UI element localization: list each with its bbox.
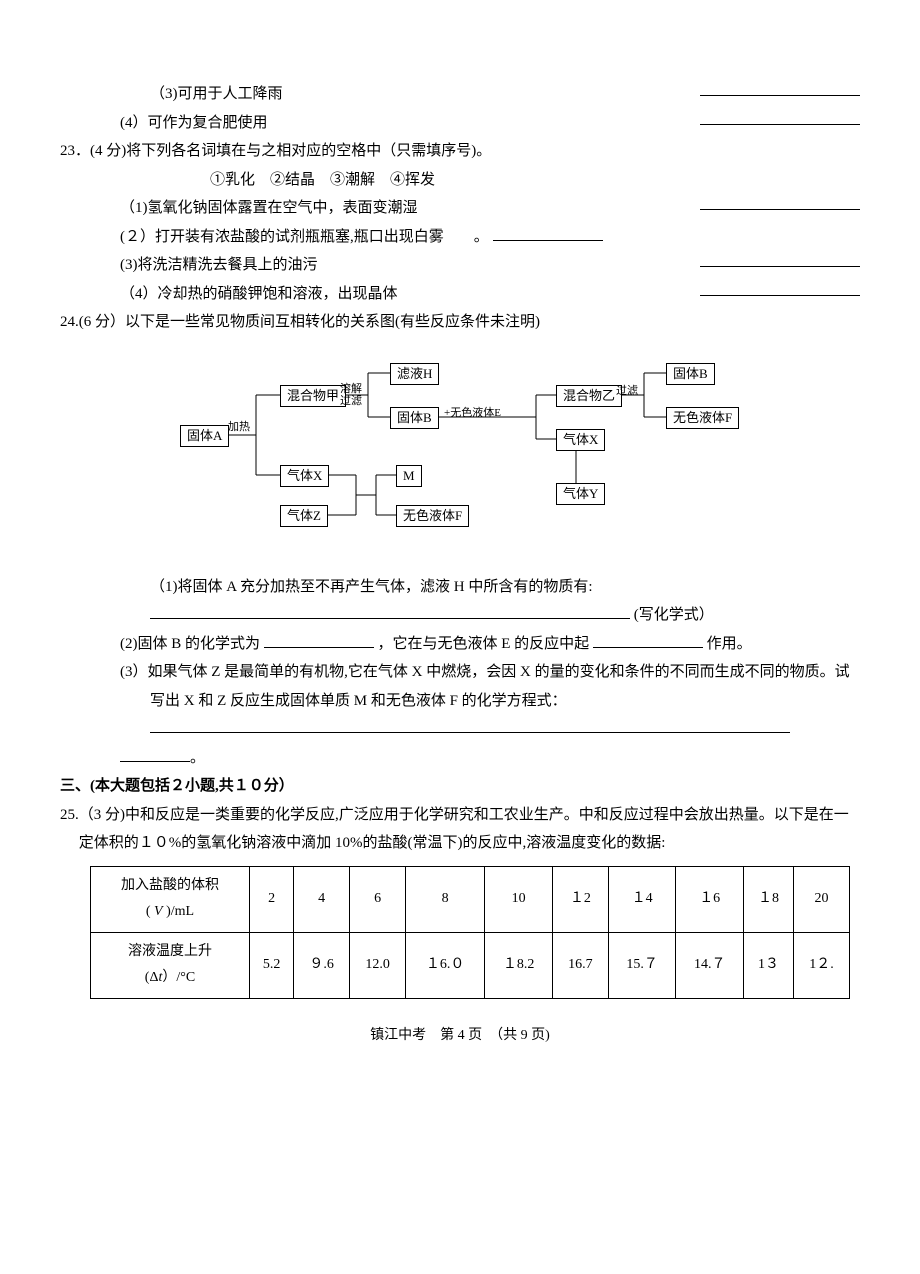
table-row-dt: 溶液温度上升 (Δt）/°C 5.2 ９.6 12.0 １6.０ １8.2 16… (91, 932, 850, 998)
dt-9: 1２. (794, 932, 850, 998)
node-gasX2: 气体X (556, 429, 605, 452)
q24-p3-blankrow2: 。 (60, 744, 860, 773)
row2-label-b: (Δt）/°C (95, 965, 245, 992)
q24-p1-suf: (写化学式） (634, 607, 714, 623)
dt-5: 16.7 (552, 932, 608, 998)
anno-filter2: 过滤 (616, 381, 638, 402)
vol-3: 8 (406, 866, 485, 932)
node-solidA: 固体A (180, 425, 229, 448)
node-gasY: 气体Y (556, 483, 605, 506)
q25: 25. （3 分)中和反应是一类重要的化学反应,广泛应用于化学研究和工农业生产。… (60, 801, 860, 858)
q23-i3-text: (3)将洗洁精洗去餐具上的油污 (120, 257, 318, 273)
q25-stem: （3 分)中和反应是一类重要的化学反应,广泛应用于化学研究和工农业生产。中和反应… (79, 801, 860, 858)
dt-1: ９.6 (294, 932, 350, 998)
node-mixJ: 混合物甲 (280, 385, 346, 408)
anno-filter: 过滤 (340, 391, 362, 412)
node-mixY: 混合物乙 (556, 385, 622, 408)
table-row-vol: 加入盐酸的体积 ( V )/mL 2 4 6 8 10 １2 １4 １6 １8 … (91, 866, 850, 932)
q22-item4-text: (4）可作为复合肥使用 (120, 115, 268, 131)
q24-stem: (6 分）以下是一些常见物质间互相转化的关系图(有些反应条件未注明) (79, 308, 860, 337)
q24-p3-blank1[interactable] (150, 717, 790, 733)
vol-7: １6 (676, 866, 744, 932)
node-filH: 滤液H (390, 363, 439, 386)
q24-diagram: 固体A 加热 混合物甲 溶解 过滤 滤液H 固体B +无色液体E 气体X 气体Z… (180, 355, 820, 555)
q22-item4-blank[interactable] (700, 109, 860, 125)
row2-label-a: 溶液温度上升 (95, 939, 245, 966)
vol-1: 4 (294, 866, 350, 932)
q23-stem: (4 分)将下列各名词填在与之相对应的空格中（只需填序号)。 (90, 137, 860, 166)
dt-8: 1３ (743, 932, 793, 998)
q23-i4-text: （4）冷却热的硝酸钾饱和溶液，出现晶体 (120, 286, 398, 302)
q24-p3-blankrow (60, 715, 860, 744)
q25-table: 加入盐酸的体积 ( V )/mL 2 4 6 8 10 １2 １4 １6 １8 … (90, 866, 850, 999)
q24-p1-pre: （1)将固体 A 充分加热至不再产生气体，滤液 H 中所含有的物质有: (60, 573, 860, 602)
row2-label: 溶液温度上升 (Δt）/°C (91, 932, 250, 998)
q24-p1-blank[interactable] (150, 603, 630, 619)
q23-i3: (3)将洗洁精洗去餐具上的油污 (60, 251, 860, 280)
q24-p3-blank2[interactable] (120, 746, 190, 762)
dt-3: １6.０ (406, 932, 485, 998)
section3-title: 三、(本大题包括２小题,共１０分） (60, 772, 860, 801)
row1-label: 加入盐酸的体积 ( V )/mL (91, 866, 250, 932)
vol-8: １8 (743, 866, 793, 932)
page-footer: 镇江中考 第 4 页 （共 9 页) (60, 1023, 860, 1050)
q22-item3-blank[interactable] (700, 80, 860, 96)
q23: 23． (4 分)将下列各名词填在与之相对应的空格中（只需填序号)。 (60, 137, 860, 166)
q24-p2-b: ，它在与无色液体 E 的反应中起 (378, 636, 590, 652)
diagram-wires (180, 355, 820, 555)
dt-6: 15.７ (608, 932, 676, 998)
node-liqF2: 无色液体F (666, 407, 739, 430)
q25-num: 25. (60, 801, 79, 858)
q24-p3-text: (3）如果气体 Z 是最简单的有机物,它在气体 X 中燃烧，会因 X 的量的变化… (120, 658, 860, 715)
q23-options: ①乳化 ②结晶 ③潮解 ④挥发 (60, 166, 860, 195)
vol-4: 10 (485, 866, 553, 932)
node-solidB2: 固体B (666, 363, 715, 386)
dt-7: 14.７ (676, 932, 744, 998)
q24-p2-a: (2)固体 B 的化学式为 (120, 636, 260, 652)
q24-num: 24. (60, 308, 79, 337)
row1-label-a: 加入盐酸的体积 (95, 873, 245, 900)
q22-item4: (4）可作为复合肥使用 (60, 109, 860, 138)
q23-i4: （4）冷却热的硝酸钾饱和溶液，出现晶体 (60, 280, 860, 309)
q24: 24. (6 分）以下是一些常见物质间互相转化的关系图(有些反应条件未注明) (60, 308, 860, 337)
node-gasX1: 气体X (280, 465, 329, 488)
q23-i1: （1)氢氧化钠固体露置在空气中，表面变潮湿 (60, 194, 860, 223)
vol-5: １2 (552, 866, 608, 932)
vol-6: １4 (608, 866, 676, 932)
q23-i1-text: （1)氢氧化钠固体露置在空气中，表面变潮湿 (120, 200, 418, 216)
node-M: M (396, 465, 422, 488)
row1-label-b: ( V )/mL (95, 899, 245, 926)
node-gasZ: 气体Z (280, 505, 328, 528)
q23-i1-blank[interactable] (700, 194, 860, 210)
dt-4: １8.2 (485, 932, 553, 998)
q24-p2-blank2[interactable] (593, 632, 703, 648)
q23-i3-blank[interactable] (700, 251, 860, 267)
q23-i2-blank[interactable] (493, 225, 603, 241)
q22-item3: （3)可用于人工降雨 (60, 80, 860, 109)
vol-9: 20 (794, 866, 850, 932)
anno-heat: 加热 (228, 417, 250, 438)
dt-0: 5.2 (250, 932, 294, 998)
dt-2: 12.0 (350, 932, 406, 998)
anno-plusE: +无色液体E (444, 403, 501, 424)
q23-num: 23． (60, 137, 90, 166)
node-liqF1: 无色液体F (396, 505, 469, 528)
q24-p3: (3）如果气体 Z 是最简单的有机物,它在气体 X 中燃烧，会因 X 的量的变化… (60, 658, 860, 715)
q24-p2-c: 作用。 (707, 636, 752, 652)
vol-2: 6 (350, 866, 406, 932)
q23-i2-text: (２）打开装有浓盐酸的试剂瓶瓶塞,瓶口出现白雾 。 (120, 229, 489, 245)
q23-i4-blank[interactable] (700, 280, 860, 296)
q24-p2-blank1[interactable] (264, 632, 374, 648)
q24-p1-blankline: (写化学式） (60, 601, 860, 630)
node-solidB1: 固体B (390, 407, 439, 430)
q23-i2: (２）打开装有浓盐酸的试剂瓶瓶塞,瓶口出现白雾 。 (60, 223, 860, 252)
q22-item3-text: （3)可用于人工降雨 (150, 86, 283, 102)
q24-p2: (2)固体 B 的化学式为 ，它在与无色液体 E 的反应中起 作用。 (60, 630, 860, 659)
vol-0: 2 (250, 866, 294, 932)
